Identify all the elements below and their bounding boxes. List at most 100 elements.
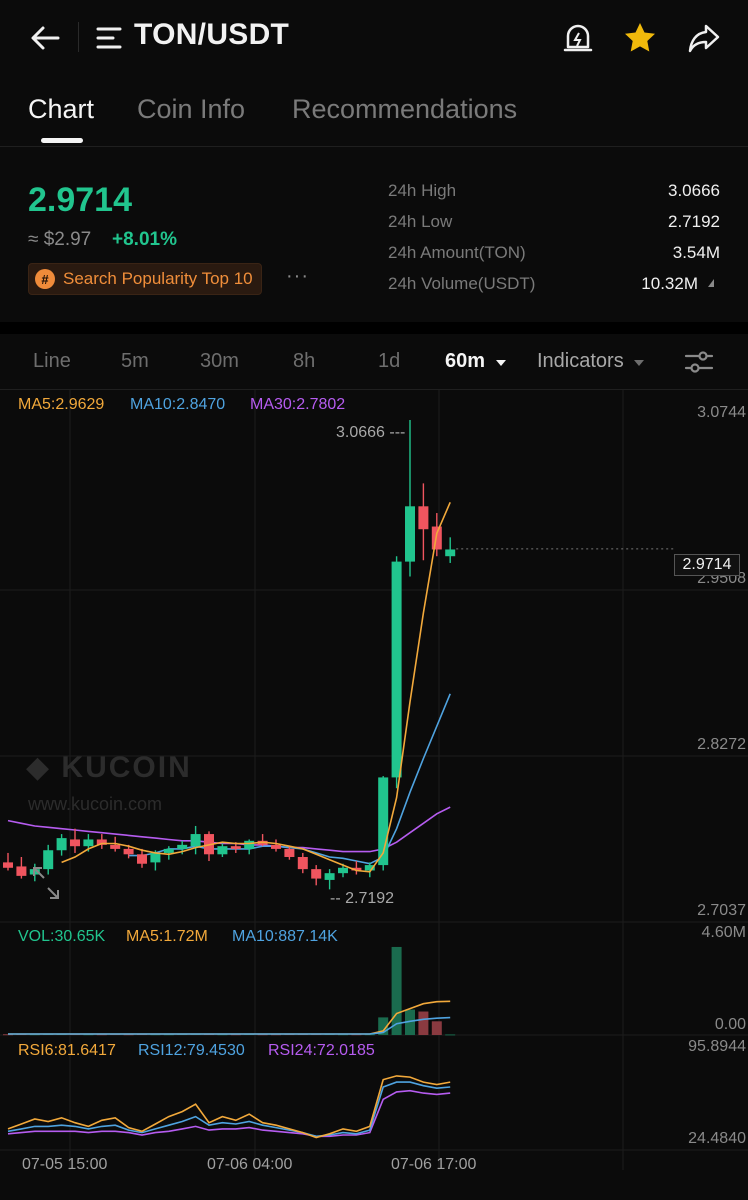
price-axis-label: 2.8272 (697, 736, 746, 753)
candle-body (150, 852, 161, 863)
legend-ma5: MA5:2.9629 (18, 396, 105, 413)
time-axis-label: 07-06 17:00 (391, 1156, 477, 1173)
candle-body (284, 848, 295, 857)
price-summary: 2.9714 ≈ $2.97 +8.01% # Search Popularit… (0, 146, 748, 322)
rsi6-line (7, 1075, 451, 1139)
candle-body (163, 848, 174, 853)
favorite-star-icon[interactable] (622, 20, 658, 56)
candle-body (43, 850, 54, 870)
timeframe-line[interactable]: Line (33, 350, 71, 372)
indicators-dropdown[interactable]: Indicators (537, 350, 645, 373)
legend-rsi6: RSI6:81.6417 (18, 1042, 116, 1059)
hashtag-icon: # (35, 269, 55, 289)
candle-body (324, 873, 335, 880)
candle-body (364, 865, 375, 871)
candle-body (70, 839, 80, 847)
stat-label-24h-low: 24h Low (388, 212, 453, 231)
candle-body (123, 848, 134, 855)
timeframe-8h[interactable]: 8h (293, 350, 316, 372)
legend-rsi24: RSI24:72.0185 (268, 1042, 375, 1059)
time-axis-label: 07-06 04:00 (207, 1156, 293, 1173)
candle-body (378, 777, 389, 866)
candle-body (405, 506, 415, 562)
volume-axis-label: 0.00 (714, 1016, 746, 1033)
timeframe-bar: Line 5m 30m 8h 1d 60m Indicators (0, 334, 748, 390)
timeframe-60m-label: 60m (445, 350, 486, 372)
candle-body (16, 866, 27, 876)
volume-bar (378, 1017, 389, 1035)
high-marker: 3.0666 --- (336, 424, 406, 441)
price-change-percent: +8.01% (112, 229, 177, 250)
tab-chart[interactable]: Chart (28, 94, 95, 124)
candle-body (137, 854, 147, 864)
volume-bar (391, 946, 402, 1035)
low-marker: -- 2.7192 (330, 890, 395, 907)
chevron-down-icon[interactable] (694, 277, 718, 291)
ma5-line (61, 501, 451, 873)
chart-canvas[interactable] (0, 390, 748, 1200)
tab-recommendations[interactable]: Recommendations (292, 94, 518, 124)
legend-vol-ma5: MA5:1.72M (126, 928, 208, 945)
legend-ma10: MA10:2.8470 (130, 396, 226, 413)
candle-body (56, 838, 67, 851)
candlestick-chart[interactable]: ◆ KUCOIN www.kucoin.com MA5:2.9629 MA10:… (0, 390, 748, 1200)
more-options-button[interactable]: ··· (286, 265, 309, 287)
stat-value-24h-volume: 10.32M (641, 274, 698, 293)
usd-equivalent: ≈ $2.97 (28, 229, 92, 250)
header-divider (78, 22, 79, 52)
candle-body (110, 844, 121, 849)
stat-value-24h-amount: 3.54M (672, 243, 720, 262)
timeframe-5m[interactable]: 5m (121, 350, 149, 372)
menu-icon[interactable] (96, 24, 124, 52)
time-axis-label: 07-05 15:00 (22, 1156, 108, 1173)
candle-body (311, 869, 322, 879)
volume-bar (418, 1011, 429, 1035)
active-tab-indicator (41, 138, 83, 143)
legend-rsi12: RSI12:79.4530 (138, 1042, 245, 1059)
candle-body (271, 844, 281, 849)
stat-value-24h-low: 2.7192 (668, 212, 720, 231)
rsi24-line (7, 1089, 451, 1138)
stat-value-24h-high: 3.0666 (668, 181, 720, 200)
search-popularity-label: Search Popularity Top 10 (63, 269, 253, 288)
candle-body (177, 844, 188, 849)
candle-body (418, 506, 429, 530)
caret-down-icon (495, 360, 506, 366)
timeframe-1d[interactable]: 1d (378, 350, 401, 372)
volume-bar (445, 1034, 456, 1036)
stat-label-24h-amount: 24h Amount(TON) (388, 243, 526, 262)
candle-body (445, 549, 456, 557)
tab-coin-info[interactable]: Coin Info (137, 94, 246, 124)
chart-settings-icon[interactable] (684, 348, 714, 376)
back-arrow-icon[interactable] (26, 18, 66, 58)
timeframe-30m[interactable]: 30m (200, 350, 239, 372)
timeframe-60m[interactable]: 60m (445, 350, 507, 373)
price-axis-label: 3.0744 (697, 404, 746, 421)
rsi-axis-label: 95.8944 (688, 1038, 746, 1055)
search-popularity-badge[interactable]: # Search Popularity Top 10 (28, 263, 262, 295)
legend-volume: VOL:30.65K (18, 928, 106, 945)
kucoin-watermark-url: www.kucoin.com (28, 794, 163, 814)
price-axis-label: 2.7037 (697, 902, 746, 919)
price-alert-icon[interactable] (560, 20, 596, 56)
candle-body (338, 867, 348, 874)
fullscreen-icon[interactable] (33, 867, 59, 899)
stat-label-24h-volume: 24h Volume(USDT) (388, 274, 536, 293)
last-price-tag: 2.9714 (674, 554, 740, 576)
volume-axis-label: 4.60M (701, 924, 746, 941)
share-icon[interactable] (686, 20, 722, 56)
candle-body (297, 856, 308, 870)
rsi12-line (7, 1081, 451, 1138)
volume-bar (405, 1009, 415, 1035)
candle-body (244, 840, 255, 849)
volume-bar (431, 1021, 442, 1035)
candle-body (83, 839, 94, 847)
candle-body (351, 867, 362, 871)
volume-ma10-line (8, 1016, 451, 1035)
trading-pair-title[interactable]: TON/USDT (134, 18, 290, 51)
candle-body (391, 561, 402, 778)
stat-label-24h-high: 24h High (388, 181, 457, 200)
rsi-axis-label: 24.4840 (688, 1130, 746, 1147)
indicators-label: Indicators (537, 350, 624, 372)
legend-vol-ma10: MA10:887.14K (232, 928, 338, 945)
